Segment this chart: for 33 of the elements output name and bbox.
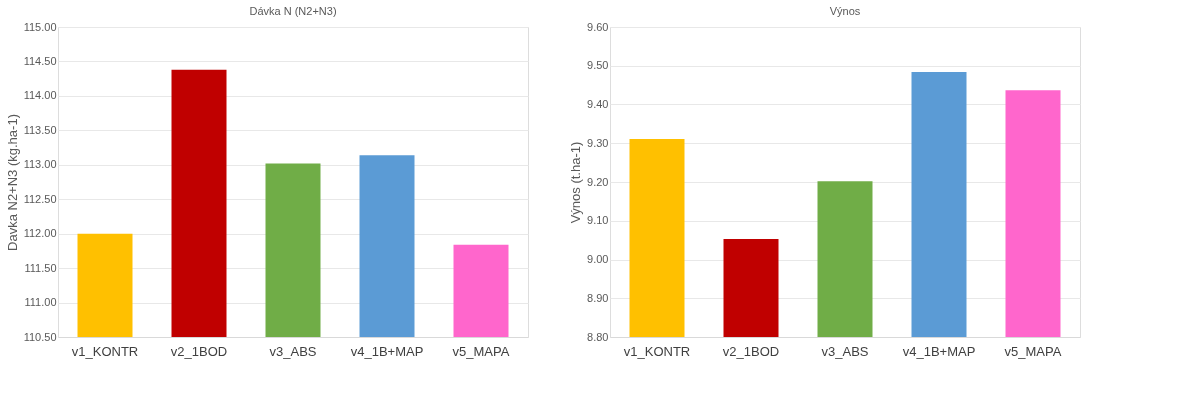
x-tick-label: v2_1BOD bbox=[170, 343, 228, 359]
x-tick-label: v4_1B+MAP bbox=[350, 343, 424, 359]
x-tick-label: v5_MAPA bbox=[1004, 343, 1062, 359]
y-tick-label: 113.00 bbox=[23, 158, 57, 171]
y-tick-label: 110.50 bbox=[23, 330, 57, 343]
y-tick-label: 114.00 bbox=[23, 89, 57, 102]
y-tick-label: 115.00 bbox=[23, 20, 57, 33]
y-tick-label: 9.10 bbox=[587, 214, 609, 227]
y-tick-label: 8.80 bbox=[587, 330, 609, 343]
x-tick-label: v3_ABS bbox=[821, 343, 869, 359]
chart-title: Výnos bbox=[829, 5, 861, 17]
x-tick-label: v3_ABS bbox=[269, 343, 317, 359]
x-tick-label: v1_KONTR bbox=[623, 343, 691, 359]
y-tick-label: 111.00 bbox=[24, 296, 57, 309]
y-tick-label: 9.30 bbox=[587, 136, 609, 149]
x-tick-label: v4_1B+MAP bbox=[902, 343, 976, 359]
x-tick-label: v5_MAPA bbox=[452, 343, 510, 359]
y-axis-title: Výnos (t.ha-1) bbox=[568, 141, 584, 224]
y-tick-label: 9.20 bbox=[587, 175, 609, 188]
y-tick-label: 9.60 bbox=[587, 20, 609, 33]
y-tick-label: 8.90 bbox=[587, 291, 609, 304]
y-tick-label: 112.00 bbox=[23, 227, 57, 240]
y-tick-label: 114.50 bbox=[23, 54, 57, 67]
y-tick-label: 9.40 bbox=[587, 98, 609, 110]
chart-title: Dávka N (N2+N3) bbox=[249, 5, 337, 17]
y-tick-label: 9.00 bbox=[587, 253, 609, 265]
y-tick-label: 113.50 bbox=[23, 123, 57, 136]
y-tick-label: 111.50 bbox=[24, 261, 57, 274]
y-tick-label: 112.50 bbox=[23, 192, 57, 205]
x-tick-label: v1_KONTR bbox=[71, 343, 139, 359]
x-tick-label: v2_1BOD bbox=[722, 343, 780, 359]
y-tick-label: 9.50 bbox=[587, 59, 609, 72]
y-axis-title: Davka N2+N3 (kg.ha-1) bbox=[4, 114, 20, 251]
